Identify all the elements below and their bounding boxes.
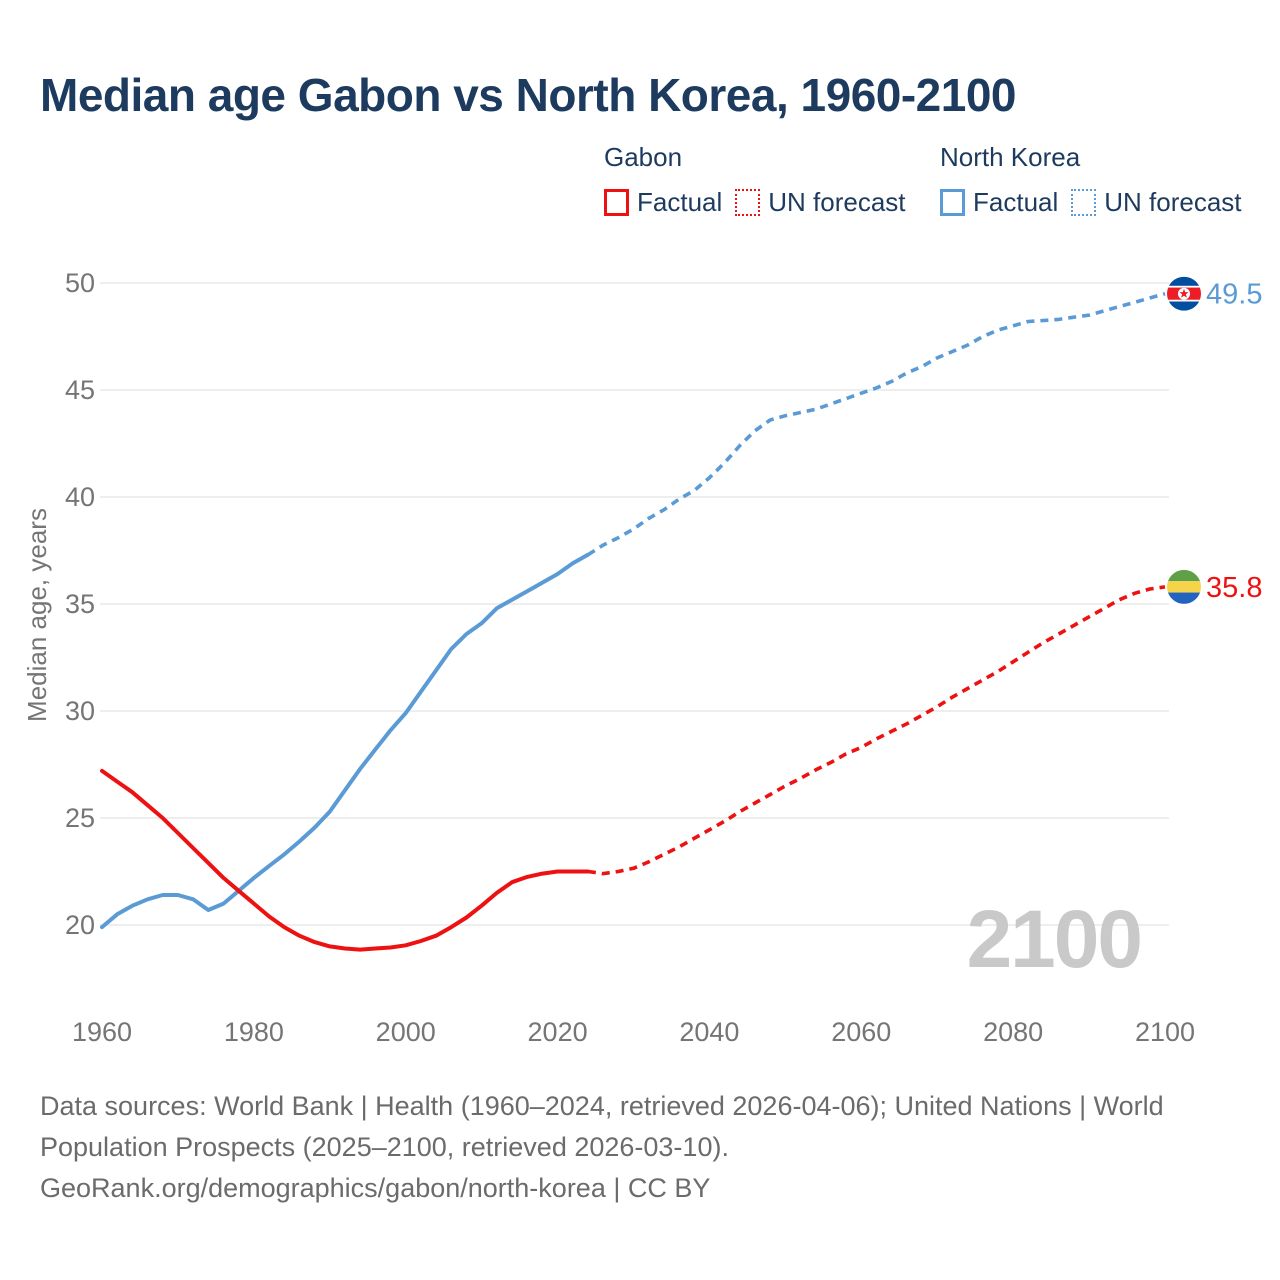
legend-item-nk-forecast: UN forecast — [1071, 187, 1242, 218]
north-korea-flag-icon — [1167, 276, 1201, 311]
series-north-korea-factual — [100, 552, 590, 930]
x-axis-tick-label: 2040 — [679, 1017, 739, 1047]
series-gabon-un-forecast — [587, 585, 1166, 876]
gabon-flag-icon — [1167, 569, 1201, 604]
y-axis-tick-label: 40 — [65, 482, 95, 512]
legend-item-gabon-forecast: UN forecast — [735, 187, 906, 218]
x-axis-tick-label: 1980 — [224, 1017, 284, 1047]
footer-line: GeoRank.org/demographics/gabon/north-kor… — [40, 1173, 711, 1203]
legend-country-gabon: Gabon — [604, 142, 683, 172]
legend-group-north-korea: North Korea Factual UN forecast — [940, 142, 1255, 218]
y-axis-tick-label: 35 — [65, 589, 95, 619]
legend-country-north-korea: North Korea — [940, 142, 1081, 172]
y-axis-tick-label: 30 — [65, 696, 95, 726]
footer-line: Population Prospects (2025–2100, retriev… — [40, 1132, 729, 1162]
x-axis-tick-label: 2080 — [983, 1017, 1043, 1047]
x-axis-tick-label: 2020 — [528, 1017, 588, 1047]
y-axis-tick-label: 20 — [65, 910, 95, 940]
legend-item-gabon-factual: Factual — [604, 187, 722, 218]
x-axis-tick-label: 2060 — [831, 1017, 891, 1047]
y-axis-tick-label: 45 — [65, 375, 95, 405]
data-sources-footer: Data sources: World Bank | Health (1960–… — [40, 1086, 1164, 1209]
legend-label: Factual — [637, 187, 723, 217]
dotted-line-swatch-icon — [735, 189, 761, 216]
y-axis-title: Median age, years — [22, 508, 52, 722]
series-gabon-factual — [100, 768, 590, 952]
y-axis-tick-label: 50 — [65, 268, 95, 298]
legend-item-nk-factual: Factual — [940, 187, 1058, 218]
end-value-label: 49.5 — [1206, 279, 1262, 311]
dotted-line-swatch-icon — [1071, 189, 1097, 216]
legend-label: UN forecast — [1104, 187, 1242, 217]
y-axis-tick-label: 25 — [65, 803, 95, 833]
solid-line-swatch-icon — [940, 189, 965, 216]
legend-label: UN forecast — [768, 187, 906, 217]
x-axis-tick-label: 2100 — [1135, 1017, 1195, 1047]
x-axis-tick-label: 2000 — [376, 1017, 436, 1047]
watermark-year: 2100 — [967, 894, 1141, 985]
footer-line: Data sources: World Bank | Health (1960–… — [40, 1091, 1164, 1121]
solid-line-swatch-icon — [604, 189, 629, 216]
series-north-korea-un-forecast — [586, 291, 1166, 557]
end-value-label: 35.8 — [1206, 572, 1262, 604]
x-axis-tick-label: 1960 — [72, 1017, 132, 1047]
legend-label: Factual — [973, 187, 1059, 217]
page-title: Median age Gabon vs North Korea, 1960-21… — [40, 69, 1017, 121]
legend-group-gabon: Gabon Factual UN forecast — [604, 142, 919, 218]
